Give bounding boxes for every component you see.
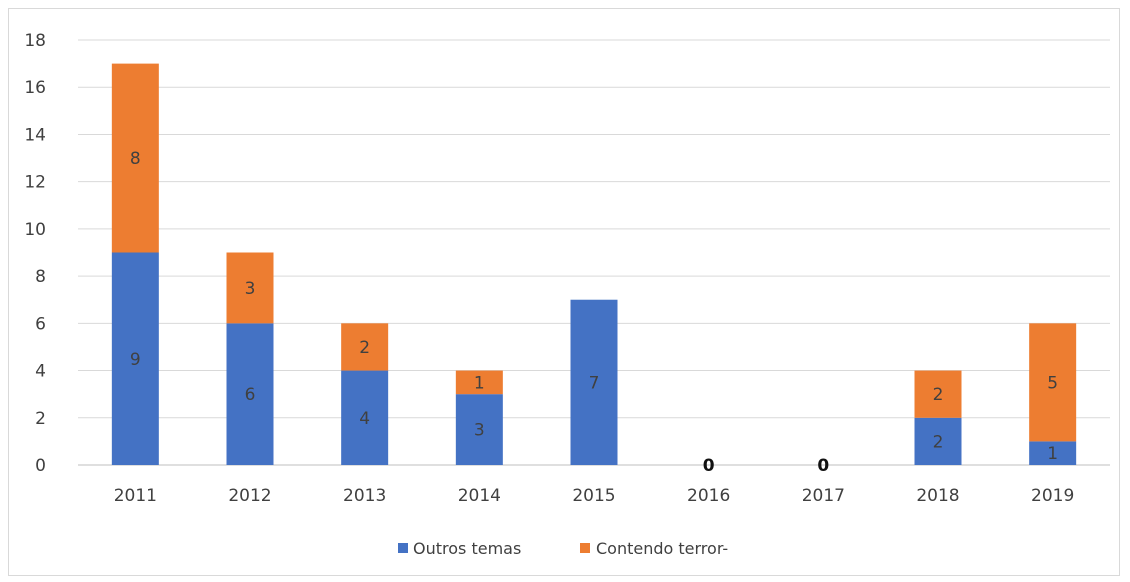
data-labels: 9 8 6 3 4 2 3 1 7 0 0 2 2 1 5 xyxy=(130,149,1058,476)
bar-segment xyxy=(341,323,389,371)
data-label: 2 xyxy=(933,385,944,405)
legend-label: Outros temas xyxy=(413,539,521,558)
y-tick-label: 4 xyxy=(35,362,46,382)
legend-swatch xyxy=(580,543,590,553)
bar-segment xyxy=(914,370,962,418)
x-tick-label: 2015 xyxy=(572,486,615,506)
y-tick-label: 14 xyxy=(24,125,46,145)
legend: Outros temas Contendo terror- xyxy=(398,539,728,558)
legend-swatch xyxy=(398,543,408,553)
bar-segment xyxy=(455,370,503,395)
bar-segment xyxy=(455,394,503,465)
bar-segment xyxy=(111,252,159,465)
y-tick-label: 0 xyxy=(35,456,46,476)
data-label: 0 xyxy=(817,456,829,476)
bar-segment xyxy=(226,323,274,465)
x-axis-tick-labels: 2011 2012 2013 2014 2015 2016 2017 2018 2019 xyxy=(114,486,1075,506)
x-tick-label: 2017 xyxy=(802,486,845,506)
y-tick-label: 18 xyxy=(24,31,46,51)
data-label: 9 xyxy=(130,350,141,370)
data-label: 3 xyxy=(245,279,256,299)
y-tick-label: 2 xyxy=(35,409,46,429)
chart-frame xyxy=(8,8,1120,576)
x-tick-label: 2011 xyxy=(114,486,157,506)
data-label: 0 xyxy=(703,456,715,476)
x-tick-label: 2013 xyxy=(343,486,386,506)
bar-segment xyxy=(226,252,274,324)
data-label: 1 xyxy=(474,373,485,393)
x-tick-label: 2014 xyxy=(458,486,501,506)
y-tick-label: 8 xyxy=(35,267,46,287)
y-tick-label: 12 xyxy=(24,173,46,193)
data-label: 2 xyxy=(933,432,944,452)
y-tick-label: 16 xyxy=(24,78,46,98)
data-label: 2 xyxy=(359,338,370,358)
bar-segment xyxy=(111,63,159,253)
x-tick-label: 2012 xyxy=(228,486,271,506)
y-tick-label: 10 xyxy=(24,220,46,240)
data-label: 8 xyxy=(130,149,141,169)
y-axis-tick-labels: 0 2 4 6 8 10 12 14 16 18 xyxy=(24,31,46,476)
data-label: 5 xyxy=(1047,373,1058,393)
bar-segment xyxy=(570,299,618,465)
bar-segment xyxy=(914,417,962,465)
y-tick-label: 6 xyxy=(35,314,46,334)
legend-label: Contendo terror- xyxy=(596,539,728,558)
x-tick-label: 2016 xyxy=(687,486,730,506)
data-label: 4 xyxy=(359,409,370,429)
data-label: 7 xyxy=(589,373,600,393)
data-label: 6 xyxy=(245,385,256,405)
data-label: 3 xyxy=(474,421,485,441)
bar-segment xyxy=(341,370,389,465)
bar-segment xyxy=(1029,323,1077,442)
data-label: 1 xyxy=(1047,444,1058,464)
x-tick-label: 2018 xyxy=(916,486,959,506)
x-tick-label: 2019 xyxy=(1031,486,1074,506)
bar-segment xyxy=(1029,441,1077,465)
bars xyxy=(111,63,1077,465)
